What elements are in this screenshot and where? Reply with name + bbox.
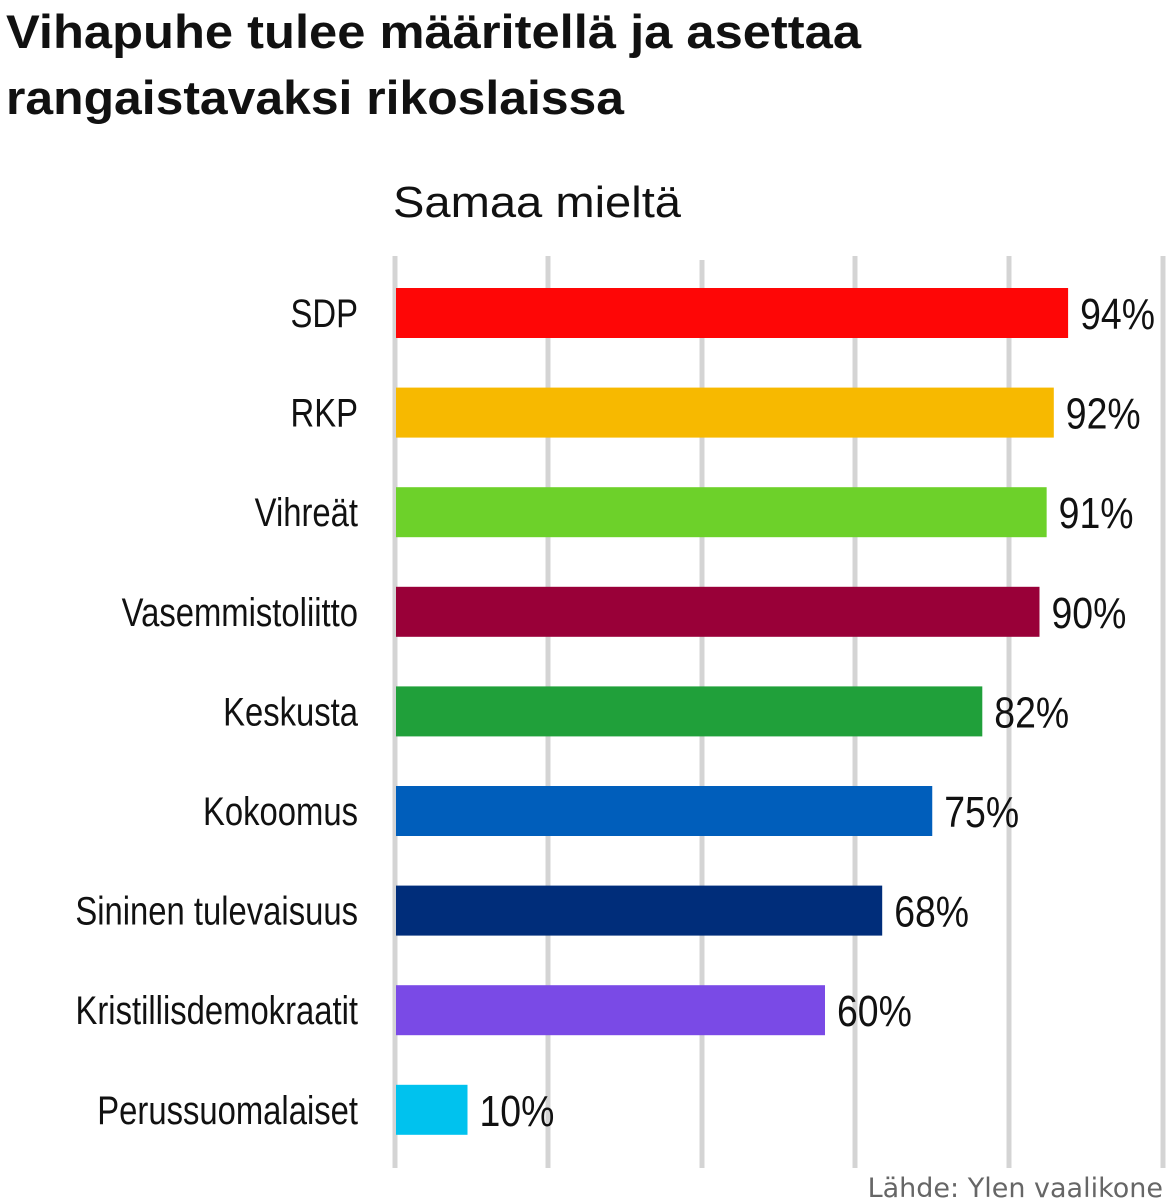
category-label: RKP	[291, 392, 358, 436]
chart-title-line-2: rangaistavaksi rikoslaissa	[6, 71, 625, 124]
value-label: 94%	[1080, 290, 1155, 339]
bar	[396, 985, 825, 1036]
category-label: Sininen tulevaisuus	[75, 890, 358, 934]
bar	[396, 387, 1054, 438]
bar	[396, 786, 933, 836]
bar	[396, 487, 1047, 538]
category-label: Kristillisdemokraatit	[75, 989, 358, 1033]
value-label: 60%	[837, 987, 912, 1036]
bar	[396, 288, 1069, 338]
value-label: 75%	[944, 788, 1019, 837]
category-label: Kokoomus	[203, 790, 358, 834]
source-note: Lähde: Ylen vaalikone	[868, 1173, 1163, 1200]
category-label: Vihreät	[255, 491, 358, 535]
value-label: 91%	[1059, 489, 1134, 538]
bar	[396, 885, 883, 936]
bar	[396, 686, 983, 737]
value-label: 90%	[1052, 589, 1127, 638]
chart-title-line-1: Vihapuhe tulee määritellä ja asettaa	[6, 5, 862, 58]
value-label: 92%	[1066, 390, 1141, 439]
value-label: 68%	[894, 888, 969, 937]
chart-subtitle: Samaa mieltä	[393, 178, 682, 227]
bars: SDP 94% RKP 92% Vihreät 91% Vasemmistoliitto 90…	[75, 288, 1155, 1136]
category-label: Vasemmistoliitto	[122, 591, 358, 635]
bar	[396, 586, 1040, 637]
category-label: SDP	[291, 292, 358, 336]
value-label: 10%	[480, 1087, 555, 1136]
value-label: 82%	[994, 688, 1069, 737]
category-label: Perussuomalaiset	[97, 1089, 358, 1133]
category-label: Keskusta	[223, 690, 359, 734]
bar	[396, 1084, 468, 1135]
